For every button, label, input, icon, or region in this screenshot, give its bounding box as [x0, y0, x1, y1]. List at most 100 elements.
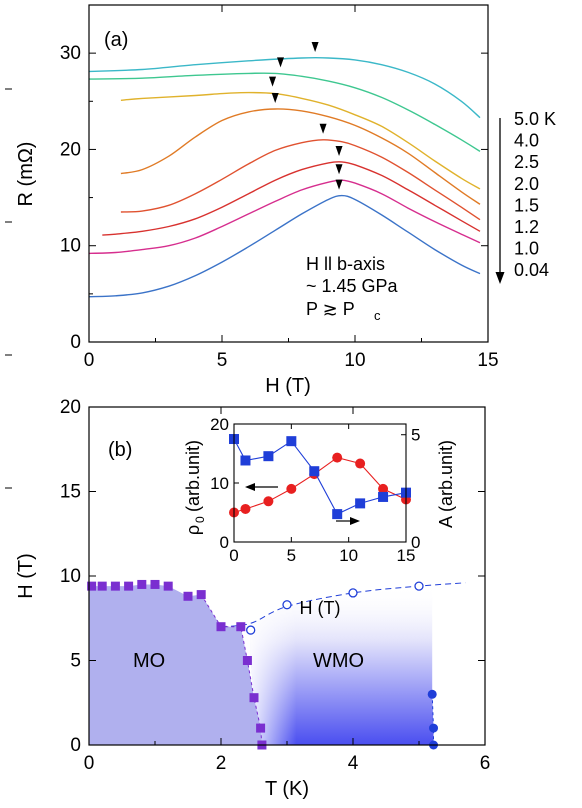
- inset-rho0-point: [286, 483, 297, 494]
- mo-point: [236, 622, 246, 632]
- temperature-label: 0.04: [514, 260, 549, 280]
- mo-region-label: MO: [133, 650, 165, 672]
- inset-left-tick-label: 20: [210, 415, 229, 434]
- mo-point: [137, 579, 147, 589]
- y-tick-label: 10: [60, 566, 81, 587]
- mo-point: [97, 581, 107, 591]
- panel-a-ylabel: R (mΩ): [15, 142, 37, 207]
- inset-left-arrow: [245, 483, 278, 491]
- r-curve-2.0: [120, 108, 481, 205]
- x-tick-label: 10: [344, 350, 365, 371]
- x-tick-label: 5: [217, 350, 228, 371]
- peak-marker: [311, 41, 319, 52]
- annotation-p-critical: P ≳ P: [306, 299, 355, 319]
- annotation-pressure: ~ 1.45 GPa: [306, 276, 399, 296]
- crossover-point: [348, 588, 358, 598]
- inset-A-point: [286, 436, 297, 447]
- temperature-arrow: [495, 118, 505, 284]
- x-tick-label: 0: [84, 753, 95, 774]
- mo-point: [110, 581, 120, 591]
- mo-point: [196, 590, 206, 600]
- crossover-point: [246, 625, 256, 635]
- resistance-curves: [88, 56, 481, 298]
- x-tick-label: 15: [477, 350, 498, 371]
- y-tick-label: 30: [60, 43, 81, 64]
- mo-point: [124, 581, 134, 591]
- temperature-label: 4.0: [514, 131, 539, 151]
- r-curve-0.04: [88, 194, 481, 298]
- temperature-labels: 5.0 K4.02.52.01.51.21.00.04: [514, 109, 556, 280]
- inset-A-point: [240, 455, 251, 466]
- inset-A-point: [263, 451, 274, 462]
- peak-marker: [335, 164, 343, 175]
- inset-x-tick-label: 5: [287, 546, 296, 565]
- inset-x-tick-label: 0: [229, 546, 238, 565]
- mo-point: [242, 656, 252, 665]
- inset-right-ylabel: A (arb.unit): [436, 440, 456, 528]
- wmo-point: [429, 723, 439, 733]
- peak-marker: [319, 123, 327, 134]
- x-tick-label: 2: [216, 753, 227, 774]
- panel-b-tag: (b): [108, 439, 132, 461]
- inset-x-tick-label: 10: [339, 546, 358, 565]
- inset-right-tick-label: 5: [411, 426, 420, 445]
- y-tick-label: 20: [60, 397, 81, 418]
- x-tick-label: 4: [348, 753, 359, 774]
- temperature-label: 2.0: [514, 174, 539, 194]
- crossover-point: [414, 581, 424, 591]
- inset-rho0-point: [263, 496, 274, 507]
- peak-marker: [269, 76, 277, 87]
- temperature-label: 1.0: [514, 239, 539, 259]
- inset-left-ylabel: ρ 0 (arb.unit): [183, 440, 207, 535]
- inset-right-tick-label: 0: [411, 533, 420, 552]
- y-tick-label: 0: [70, 735, 81, 756]
- y-tick-label: 15: [60, 482, 81, 503]
- peak-marker: [277, 57, 285, 68]
- inset-rho0-point: [378, 483, 389, 494]
- peak-marker: [335, 179, 343, 190]
- inset-left-tick-label: 0: [220, 533, 229, 552]
- x-tick-label: 6: [480, 753, 491, 774]
- svg-text:ρ: ρ: [183, 525, 203, 535]
- temperature-label: 1.5: [514, 195, 539, 215]
- r-curve-1.0: [88, 179, 481, 255]
- mo-point: [256, 723, 266, 733]
- mo-point: [163, 581, 173, 591]
- mo-point: [183, 591, 193, 601]
- crossover-point: [282, 600, 292, 610]
- inset-A-point: [378, 491, 389, 502]
- panel-a-ticks: 0 5 10 15 0 10 20 30: [5, 5, 499, 489]
- panel-a-xlabel: H (T): [265, 375, 311, 397]
- r-curve-1.5: [120, 139, 481, 221]
- panel-a: 0 5 10 15 0 10 20 30 (a) H (T) R (mΩ) H ll b-ax…: [5, 4, 556, 489]
- panel-a-tag: (a): [104, 29, 128, 51]
- r-curve-1.2: [102, 161, 481, 236]
- mo-point: [87, 581, 97, 591]
- inset-rho0-point: [355, 458, 366, 469]
- mo-point: [249, 693, 259, 703]
- inset-x-tick-label: 15: [397, 546, 416, 565]
- peak-marker: [335, 145, 343, 156]
- svg-text:(arb.unit): (arb.unit): [183, 440, 203, 512]
- annotation-field-direction: H ll b-axis: [306, 254, 385, 274]
- y-tick-label: 5: [70, 651, 81, 672]
- x-tick-label: 0: [84, 350, 95, 371]
- inset-A-point: [309, 466, 320, 477]
- wmo-point: [427, 689, 437, 699]
- inset-xlabel: H (T): [300, 598, 341, 618]
- wmo-region-fade: [250, 585, 434, 745]
- mo-point: [150, 579, 160, 589]
- peak-marker: [271, 92, 279, 103]
- panel-b: 0 2 4 6 0 5 10 15 20 (b) T (K) H (T) MO WMO 0 5 10…: [15, 397, 490, 800]
- y-tick-label: 20: [60, 139, 81, 160]
- inset-rho0-point: [332, 452, 343, 463]
- inset-A-point: [332, 509, 343, 520]
- temperature-label: 2.5: [514, 152, 539, 172]
- mo-point: [216, 622, 226, 632]
- y-tick-label: 0: [70, 332, 81, 353]
- wmo-region-label: WMO: [313, 650, 364, 672]
- r-curve-2.5: [120, 91, 481, 190]
